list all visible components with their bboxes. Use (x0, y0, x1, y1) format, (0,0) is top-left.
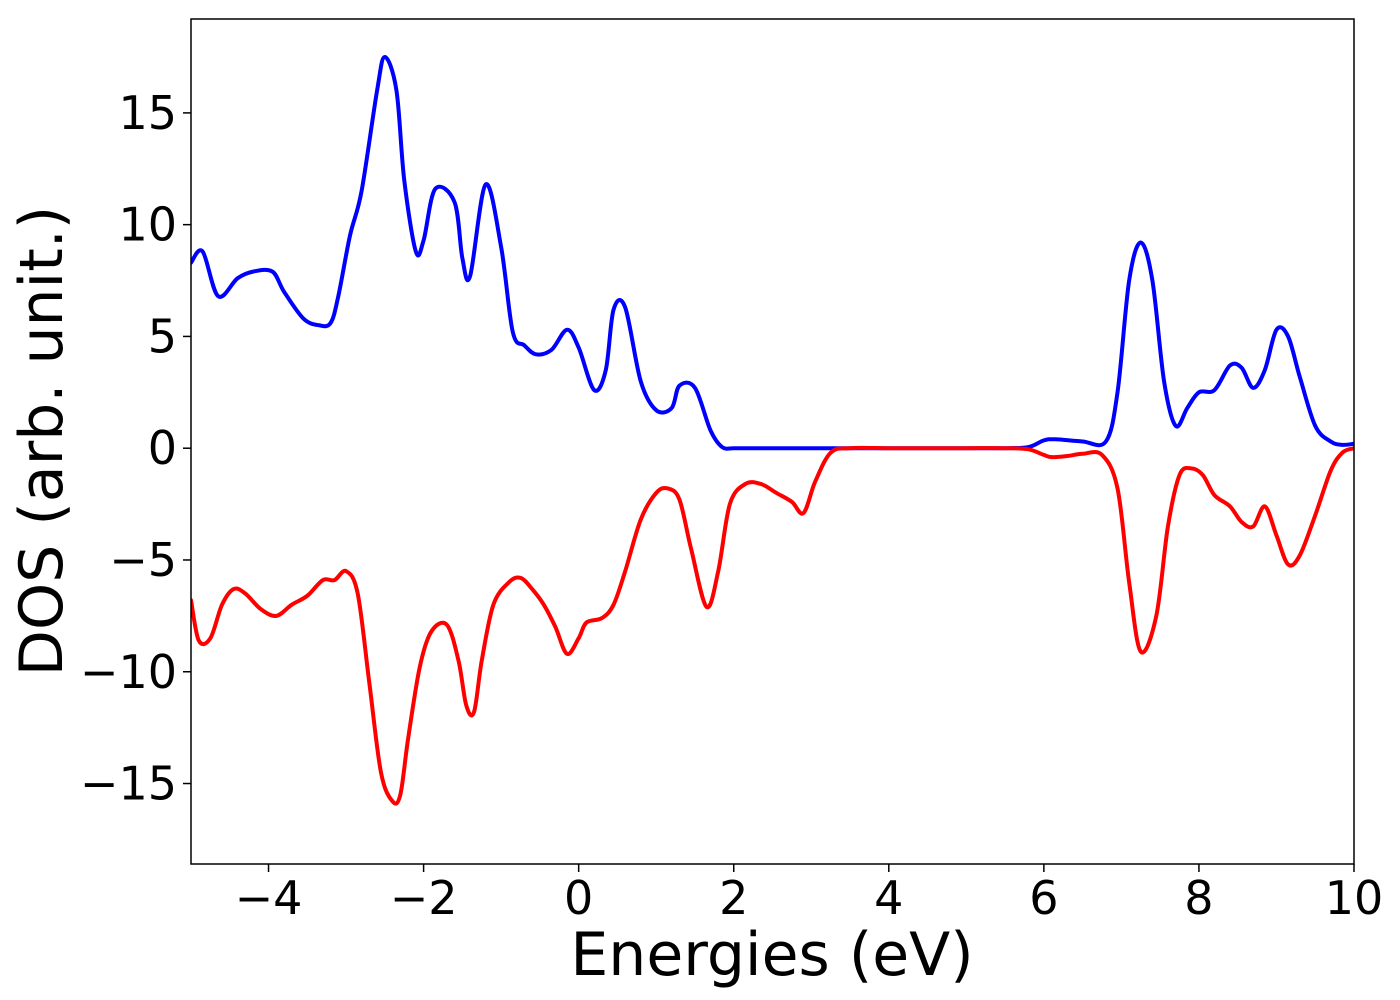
y-tick-label: 0 (148, 421, 177, 475)
x-tick-label: 10 (1325, 871, 1384, 925)
x-axis-title: Energies (eV) (570, 920, 973, 990)
x-tick-label: 6 (1029, 871, 1058, 925)
plot-frame (190, 18, 1355, 865)
y-axis: 15 10 5 0 −5 −10 −15 (80, 86, 191, 811)
x-tick-label: 2 (719, 871, 748, 925)
x-tick-label: −2 (390, 871, 458, 925)
y-tick-label: 10 (118, 198, 177, 252)
series-line-spin-down (191, 445, 1354, 806)
series-line-spin-up (191, 55, 1354, 451)
y-tick-label: −10 (80, 645, 177, 699)
x-tick-label: −4 (235, 871, 303, 925)
y-tick-label: 5 (148, 309, 177, 363)
x-tick-label: 8 (1184, 871, 1213, 925)
x-tick-label: 0 (564, 871, 593, 925)
y-tick-label: 15 (118, 86, 177, 140)
y-tick-label: −15 (80, 757, 177, 811)
y-axis-title: DOS (arb. unit.) (7, 206, 77, 676)
x-axis: −4 −2 0 2 4 6 8 10 (235, 864, 1384, 925)
plot-area (191, 55, 1354, 806)
y-tick-label: −5 (109, 533, 177, 587)
x-tick-label: 4 (874, 871, 903, 925)
